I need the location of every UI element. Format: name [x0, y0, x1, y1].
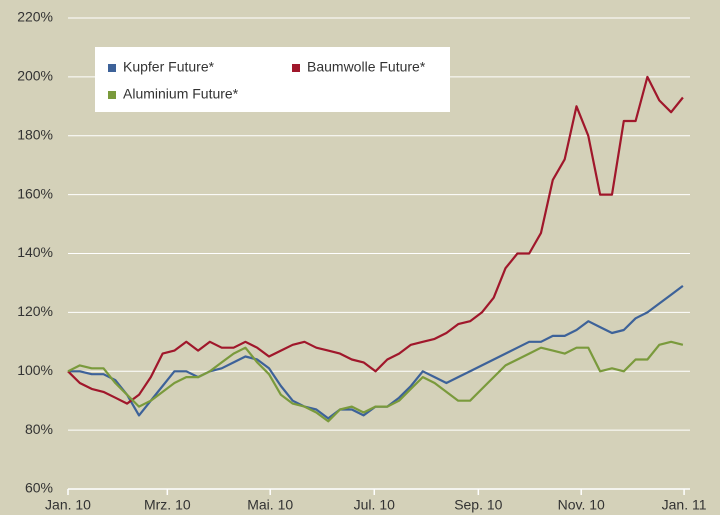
x-tick-label: Nov. 10	[558, 497, 605, 513]
x-tick-label: Jan. 11	[662, 497, 707, 513]
legend-swatch	[292, 64, 300, 72]
x-tick-label: Mai. 10	[247, 497, 293, 513]
legend-label: Baumwolle Future*	[307, 59, 426, 75]
y-tick-label: 200%	[17, 68, 53, 84]
y-tick-label: 100%	[17, 362, 53, 378]
x-tick-label: Jan. 10	[45, 497, 91, 513]
legend: Kupfer Future* Baumwolle Future* Aluminium…	[95, 47, 450, 112]
legend-label: Kupfer Future*	[123, 59, 215, 75]
x-tick-label: Mrz. 10	[144, 497, 191, 513]
y-tick-label: 220%	[17, 9, 53, 25]
y-tick-label: 160%	[17, 185, 53, 201]
y-tick-label: 140%	[17, 244, 53, 260]
x-tick-label: Sep. 10	[454, 497, 502, 513]
x-tick-label: Jul. 10	[354, 497, 395, 513]
y-tick-label: 60%	[25, 480, 53, 496]
legend-box	[95, 47, 450, 112]
series-line	[67, 75, 684, 405]
y-tick-label: 180%	[17, 126, 53, 142]
y-tick-label: 80%	[25, 421, 53, 437]
legend-swatch	[108, 64, 116, 72]
legend-label: Aluminium Future*	[123, 86, 239, 102]
legend-swatch	[108, 91, 116, 99]
y-tick-label: 120%	[17, 303, 53, 319]
series-line	[67, 340, 684, 423]
